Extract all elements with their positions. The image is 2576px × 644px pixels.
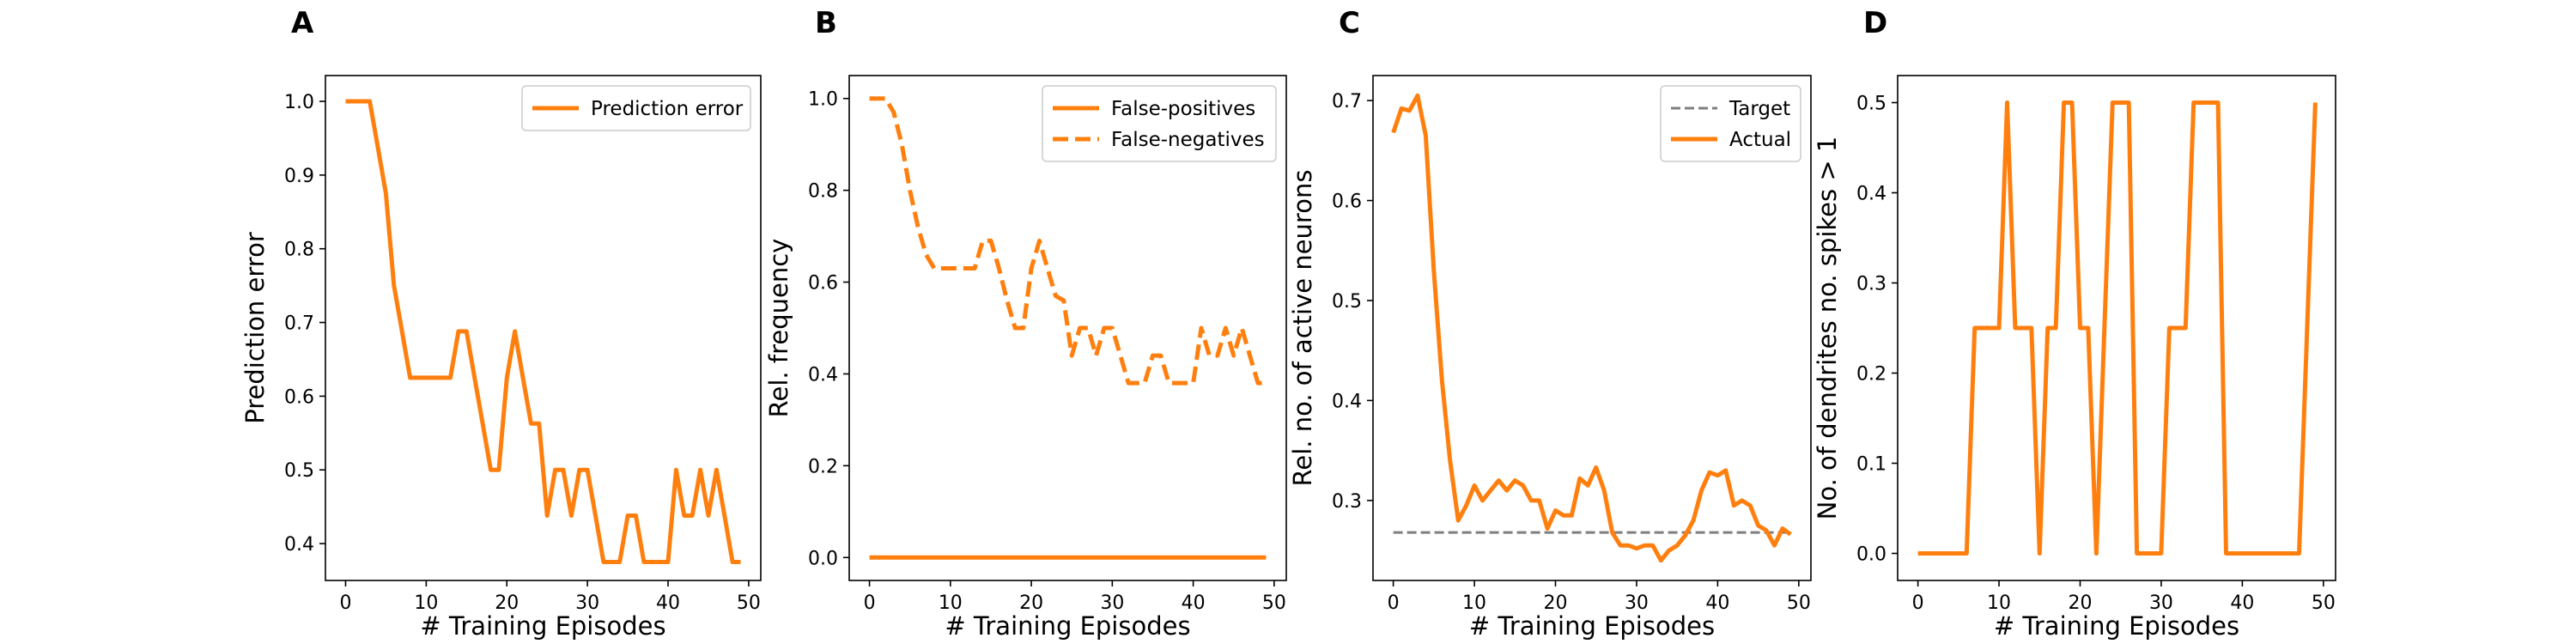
x-axis-label: # Training Episodes	[1469, 611, 1715, 641]
x-tick-label: 10	[1462, 592, 1486, 614]
y-tick-label: 0.5	[284, 460, 314, 482]
y-tick-label: 0.7	[1332, 91, 1362, 112]
legend: False-positives False-negatives	[1042, 85, 1277, 162]
legend-box	[521, 85, 751, 131]
y-tick-label: 1.0	[284, 92, 314, 113]
chart-panel-d: D 0 10 20 30 40 50 0.0 0.1 0.2 0.3 0.4 0.5 # Training…	[1813, 6, 2336, 641]
panel-title: C	[1339, 6, 1360, 40]
x-tick-label: 20	[1019, 592, 1043, 614]
y-tick-label: 0.4	[1332, 391, 1362, 412]
y-tick-label: 0.7	[284, 313, 314, 335]
x-tick-label: 0	[864, 592, 876, 614]
axes-frame	[325, 75, 762, 581]
x-tick-label: 50	[737, 592, 761, 614]
y-tick-label: 0.8	[284, 240, 314, 261]
chart-panel-c: C 0 10 20 30 40 50 0.3 0.4 0.5 0.6 0.7 # Training Ep…	[1288, 6, 1812, 641]
axes-frame	[1897, 75, 2336, 581]
x-tick-label: 30	[1100, 592, 1124, 614]
y-tick-label: 0.2	[1856, 364, 1886, 386]
y-tick-label: 0.5	[1856, 94, 1886, 115]
y-tick-label: 0.6	[1332, 191, 1362, 213]
x-tick-label: 40	[1182, 592, 1206, 614]
y-axis-label: Rel. no. of active neurons	[1288, 170, 1317, 487]
panel-title: D	[1863, 6, 1887, 40]
series-line-values	[1917, 100, 2318, 556]
x-tick-label: 20	[2069, 592, 2093, 614]
legend-label: Actual	[1729, 129, 1791, 151]
x-tick-label: 30	[2149, 592, 2173, 614]
chart-panel-b: B 0 10 20 30 40 50 0.0 0.2 0.4 0.6 0.8 1.0 # Training…	[764, 6, 1287, 641]
x-tick-label: 40	[656, 592, 680, 614]
y-tick-label: 0.9	[284, 166, 314, 187]
legend-label: False-positives	[1111, 98, 1255, 120]
y-tick-label: 0.0	[1856, 544, 1886, 566]
y-tick-label: 1.0	[808, 89, 838, 111]
x-axis-label: # Training Episodes	[945, 611, 1190, 641]
legend-label: False-negatives	[1111, 129, 1265, 151]
y-tick-label: 0.2	[808, 456, 838, 477]
x-axis-label: # Training Episodes	[420, 611, 665, 641]
y-axis-label: Rel. frequency	[764, 239, 793, 418]
axes-frame	[1372, 75, 1812, 581]
legend-label: Target	[1728, 98, 1790, 120]
x-tick-label: 0	[1912, 592, 1924, 614]
x-tick-label: 50	[1787, 592, 1811, 614]
y-tick-label: 0.4	[284, 534, 314, 556]
y-tick-label: 0.0	[808, 548, 838, 569]
y-axis-label: No. of dendrites no. spikes > 1	[1813, 137, 1842, 520]
legend-box	[1660, 85, 1801, 162]
panel-title: A	[291, 6, 314, 40]
y-tick-label: 0.3	[1332, 491, 1362, 513]
y-tick-label: 0.1	[1856, 454, 1886, 476]
x-tick-label: 30	[575, 592, 599, 614]
x-tick-label: 30	[1625, 592, 1649, 614]
x-tick-label: 40	[1705, 592, 1729, 614]
y-tick-label: 0.6	[284, 386, 314, 408]
y-tick-label: 0.4	[1856, 184, 1886, 205]
x-tick-label: 50	[1262, 592, 1286, 614]
x-tick-label: 0	[1388, 592, 1400, 614]
y-tick-label: 0.5	[1332, 291, 1362, 313]
series-line-false-negatives	[869, 96, 1267, 386]
legend-box	[1042, 85, 1277, 162]
x-tick-label: 50	[2312, 592, 2336, 614]
legend: Target Actual	[1660, 85, 1801, 162]
x-tick-label: 40	[2230, 592, 2254, 614]
x-tick-label: 20	[495, 592, 519, 614]
y-tick-label: 0.4	[808, 364, 838, 386]
legend-label: Prediction error	[591, 98, 744, 120]
y-tick-label: 0.3	[1856, 274, 1886, 295]
x-tick-label: 10	[414, 592, 438, 614]
x-tick-label: 0	[339, 592, 351, 614]
x-axis-label: # Training Episodes	[1994, 611, 2239, 641]
legend: Prediction error	[521, 85, 751, 131]
x-tick-label: 10	[1987, 592, 2011, 614]
x-tick-label: 10	[939, 592, 963, 614]
y-tick-label: 0.8	[808, 181, 838, 203]
series-line-prediction-error	[345, 99, 741, 564]
axes-frame	[848, 75, 1287, 581]
y-axis-label: Prediction error	[240, 232, 270, 424]
panel-title: B	[815, 6, 837, 40]
y-tick-label: 0.6	[808, 273, 838, 295]
chart-panel-a: A 0 10 20 30 40 50 0.4 0.5 0.6 0.7 0.8 0.9 1.0 # Train…	[240, 6, 762, 641]
x-tick-label: 20	[1544, 592, 1568, 614]
series-line-actual	[1391, 93, 1792, 563]
